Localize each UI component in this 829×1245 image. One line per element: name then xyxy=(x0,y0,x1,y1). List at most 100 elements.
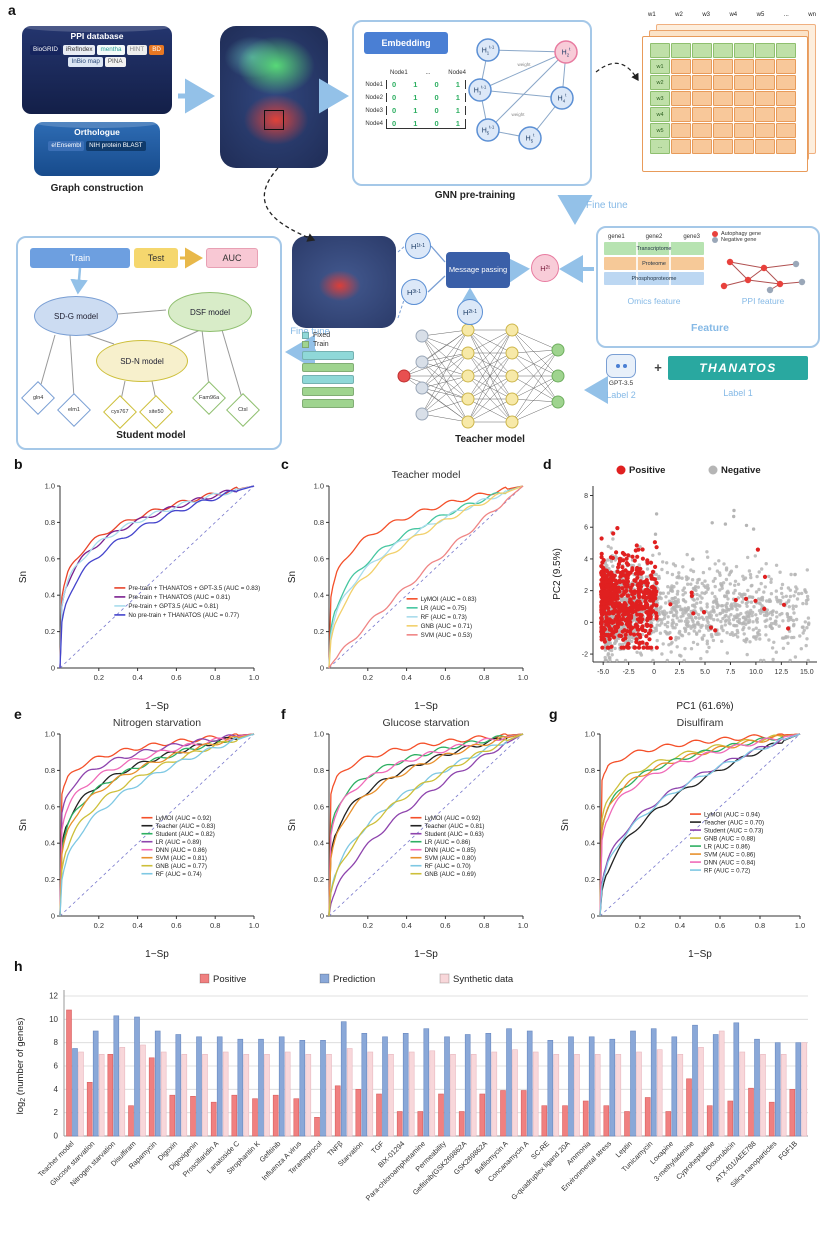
sdg-model-ellipse: SD-G model xyxy=(34,296,118,336)
svg-text:weight: weight xyxy=(511,112,525,117)
bar xyxy=(128,1105,134,1137)
bar xyxy=(692,1024,698,1137)
bar xyxy=(665,1111,672,1137)
svg-text:1.0: 1.0 xyxy=(518,673,528,682)
bar xyxy=(712,1034,719,1137)
svg-text:0.6: 0.6 xyxy=(440,921,450,930)
bar xyxy=(748,1087,754,1137)
panel-label-f: f xyxy=(281,706,286,722)
bar xyxy=(417,1111,424,1137)
roc-series xyxy=(328,733,524,917)
panel-label-e: e xyxy=(14,706,22,722)
legend-label: Teacher (AUC = 0.81) xyxy=(424,823,484,830)
legend-label: LyMOI (AUC = 0.94) xyxy=(704,811,760,818)
bar xyxy=(506,1028,512,1137)
legend-label: Student (AUC = 0.63) xyxy=(424,831,483,838)
legend-label: Student (AUC = 0.73) xyxy=(704,827,763,834)
bar xyxy=(169,1094,176,1137)
bar xyxy=(175,1034,182,1137)
svg-text:Disulfiram: Disulfiram xyxy=(677,717,724,729)
svg-text:PC1 (61.6%): PC1 (61.6%) xyxy=(676,701,733,712)
svg-text:0.6: 0.6 xyxy=(715,921,725,930)
bar xyxy=(500,1090,506,1137)
bar xyxy=(258,1038,264,1137)
svg-text:0.4: 0.4 xyxy=(585,839,595,848)
svg-text:0.8: 0.8 xyxy=(479,673,489,682)
h-node: H 1 t-1 xyxy=(405,233,431,259)
bar xyxy=(92,1030,99,1137)
bar xyxy=(376,1093,382,1137)
bar xyxy=(520,1090,527,1137)
ppi-database-title: PPI database xyxy=(70,31,124,41)
db-chip: InBio map xyxy=(68,56,103,67)
bar xyxy=(568,1036,574,1137)
db-chip: PINA xyxy=(104,56,126,67)
message-passing-box: Message passing xyxy=(446,252,510,288)
svg-text:0.6: 0.6 xyxy=(45,802,55,811)
sdn-model-ellipse: SD-N model xyxy=(96,340,188,382)
svg-text:0.2: 0.2 xyxy=(94,921,104,930)
bar xyxy=(107,1054,114,1137)
roc-series xyxy=(328,733,524,917)
bar xyxy=(252,1098,258,1137)
bar xyxy=(656,1049,663,1137)
bar xyxy=(396,1111,403,1137)
student-auc-box: AUC xyxy=(206,248,258,268)
legend-label: SVM (AUC = 0.53) xyxy=(421,632,472,639)
svg-text:H5t-1: H5t-1 xyxy=(482,124,495,135)
bar xyxy=(154,1030,161,1137)
svg-text:0.8: 0.8 xyxy=(755,921,765,930)
legend-label: Pre-train + GPT3.5 (AUC = 0.81) xyxy=(128,603,218,610)
bar xyxy=(382,1036,388,1137)
svg-text:2.5: 2.5 xyxy=(675,669,685,676)
plus-sign: + xyxy=(654,360,662,375)
roc-series xyxy=(599,733,801,917)
bar xyxy=(588,1036,595,1137)
roc-chart-glucose-starvation: Glucose starvation 0.2 0.4 0.6 0.8 1.0 0 0.2 0.4… xyxy=(283,714,541,962)
roc-series xyxy=(328,733,524,917)
svg-text:4: 4 xyxy=(584,556,588,563)
roc-series xyxy=(599,733,801,917)
train-swatch xyxy=(302,341,309,348)
bar xyxy=(314,1117,320,1137)
db-chip: NIH protein BLAST xyxy=(86,141,146,151)
bar xyxy=(444,1036,450,1137)
svg-text:1.0: 1.0 xyxy=(585,730,595,739)
bar-chart-svg: 0 2 4 6 8 10 12 log2 (number of genes) Positive P… xyxy=(15,973,808,1202)
legend-label: LyMOI (AUC = 0.92) xyxy=(424,815,480,822)
bar xyxy=(553,1054,560,1137)
legend-label: RF (AUC = 0.70) xyxy=(424,863,470,870)
svg-text:0: 0 xyxy=(320,912,324,921)
legend-label: GNB (AUC = 0.69) xyxy=(424,871,475,878)
svg-text:Sn: Sn xyxy=(560,819,571,831)
ppi-database-cylinder: PPI database BioGRID iRefIndex mentha HINT B… xyxy=(22,22,172,114)
roc-series xyxy=(599,733,801,917)
label1-text: Label 1 xyxy=(723,388,753,398)
roc-series xyxy=(59,733,255,917)
svg-text:Sn: Sn xyxy=(287,819,298,831)
bar xyxy=(140,1044,146,1137)
svg-text:PC2 (9.5%): PC2 (9.5%) xyxy=(552,548,563,600)
svg-text:1−Sp: 1−Sp xyxy=(145,701,169,712)
roc-chart-teacher-model: Teacher model 0.2 0.4 0.6 0.8 1.0 0 0.2 0.4 0.6 0.… xyxy=(283,466,541,714)
svg-text:12.5: 12.5 xyxy=(775,669,789,676)
bar xyxy=(541,1105,548,1137)
gene-count-bar-chart: 0 2 4 6 8 10 12 log2 (number of genes) Positive P… xyxy=(10,970,822,1242)
legend-label: RF (AUC = 0.72) xyxy=(704,867,750,874)
roc-series xyxy=(59,733,255,917)
bar xyxy=(491,1051,498,1137)
bar xyxy=(408,1051,415,1137)
bar xyxy=(650,1028,657,1137)
roc-series xyxy=(59,733,255,917)
svg-text:0.2: 0.2 xyxy=(94,673,104,682)
svg-text:10: 10 xyxy=(49,1015,58,1024)
teacher-legend: Fixed Train xyxy=(302,332,354,408)
svg-text:8: 8 xyxy=(584,493,588,500)
bar xyxy=(272,1094,279,1137)
bar xyxy=(801,1042,808,1137)
bar xyxy=(190,1096,196,1137)
legend-label: Teacher (AUC = 0.83) xyxy=(155,823,215,830)
svg-text:0.4: 0.4 xyxy=(314,839,324,848)
roc-series xyxy=(328,733,524,917)
roc-series xyxy=(599,733,801,917)
